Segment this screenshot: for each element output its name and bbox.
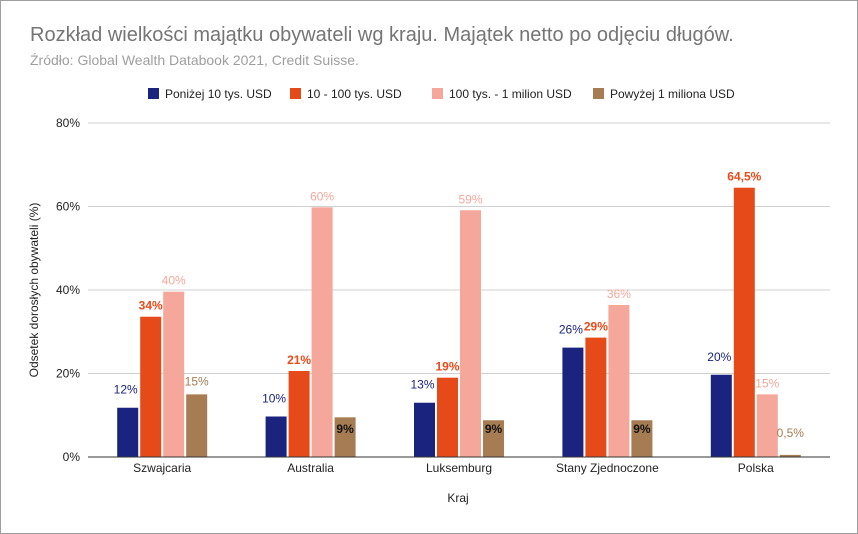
bar: [733, 187, 755, 457]
legend-label: 10 - 100 tys. USD: [307, 87, 402, 101]
chart-title: Rozkład wielkości majątku obywateli wg k…: [30, 24, 734, 46]
y-tick-label: 0%: [63, 450, 81, 464]
x-tick-label: Luksemburg: [426, 461, 492, 475]
legend-swatch: [148, 88, 159, 99]
data-label: 0,5%: [777, 426, 805, 440]
data-label: 12%: [114, 383, 138, 397]
legend-label: 100 tys. - 1 milion USD: [449, 87, 572, 101]
x-axis-ticks: Szwajcaria Australia Luksemburg Stany Zjedn…: [133, 461, 774, 475]
x-tick-label: Szwajcaria: [133, 461, 191, 475]
bar: [414, 402, 435, 457]
y-axis-ticks: 0% 20% 40% 60% 80%: [56, 116, 80, 464]
data-label: 21%: [287, 353, 311, 367]
legend-swatch: [290, 88, 301, 99]
bar: [186, 394, 208, 457]
data-label: 59%: [458, 192, 482, 206]
bar: [437, 377, 458, 457]
bar: [631, 420, 653, 457]
data-label: 64,5%: [727, 170, 761, 184]
legend-label: Powyżej 1 miliona USD: [610, 87, 735, 101]
x-tick-label: Australia: [287, 461, 334, 475]
data-label: 15%: [185, 374, 209, 388]
bar: [265, 416, 287, 457]
y-tick-label: 60%: [56, 200, 80, 214]
data-label: 9%: [485, 422, 503, 436]
data-labels: 12% 34% 40% 15% 10% 21% 60% 9% 13%19% 59% 9% 26% 29%…: [114, 170, 805, 440]
bar: [334, 417, 356, 457]
bar: [756, 394, 778, 457]
bars: [117, 187, 801, 457]
data-label: 19%: [435, 360, 459, 374]
data-label: 34%: [139, 299, 163, 313]
data-label: 36%: [607, 287, 631, 301]
legend-swatch: [432, 88, 443, 99]
data-label: 29%: [584, 320, 608, 334]
legend-label: Poniżej 10 tys. USD: [165, 87, 272, 101]
data-label: 10%: [262, 392, 286, 406]
bar: [585, 337, 607, 457]
x-tick-label: Stany Zjednoczone: [556, 461, 659, 475]
data-label: 15%: [755, 376, 779, 390]
bar: [117, 407, 139, 457]
bar: [288, 370, 310, 457]
legend-swatch: [593, 88, 604, 99]
bar: [460, 210, 481, 457]
bar: [779, 454, 801, 457]
bar: [311, 207, 333, 457]
bar: [608, 305, 630, 457]
y-tick-label: 40%: [56, 283, 80, 297]
bar: [163, 291, 185, 457]
data-label: 9%: [336, 422, 354, 436]
x-tick-label: Polska: [738, 461, 774, 475]
data-label: 9%: [633, 422, 651, 436]
data-label: 40%: [162, 274, 186, 288]
bar: [140, 316, 162, 457]
y-axis-label: Odsetek dorosłych obywateli (%): [27, 203, 41, 378]
legend: Poniżej 10 tys. USD 10 - 100 tys. USD 100 …: [148, 87, 735, 101]
data-label: 13%: [410, 378, 434, 392]
y-tick-label: 80%: [56, 116, 80, 130]
bar: [483, 420, 504, 457]
x-axis-label: Kraj: [447, 491, 468, 505]
chart-subtitle: Źródło: Global Wealth Databook 2021, Cre…: [30, 52, 359, 68]
data-label: 20%: [707, 350, 731, 364]
bar: [710, 374, 732, 457]
y-tick-label: 20%: [56, 367, 80, 381]
data-label: 60%: [310, 189, 334, 203]
bar: [562, 347, 584, 457]
gridlines: [88, 122, 830, 374]
data-label: 26%: [559, 323, 583, 337]
